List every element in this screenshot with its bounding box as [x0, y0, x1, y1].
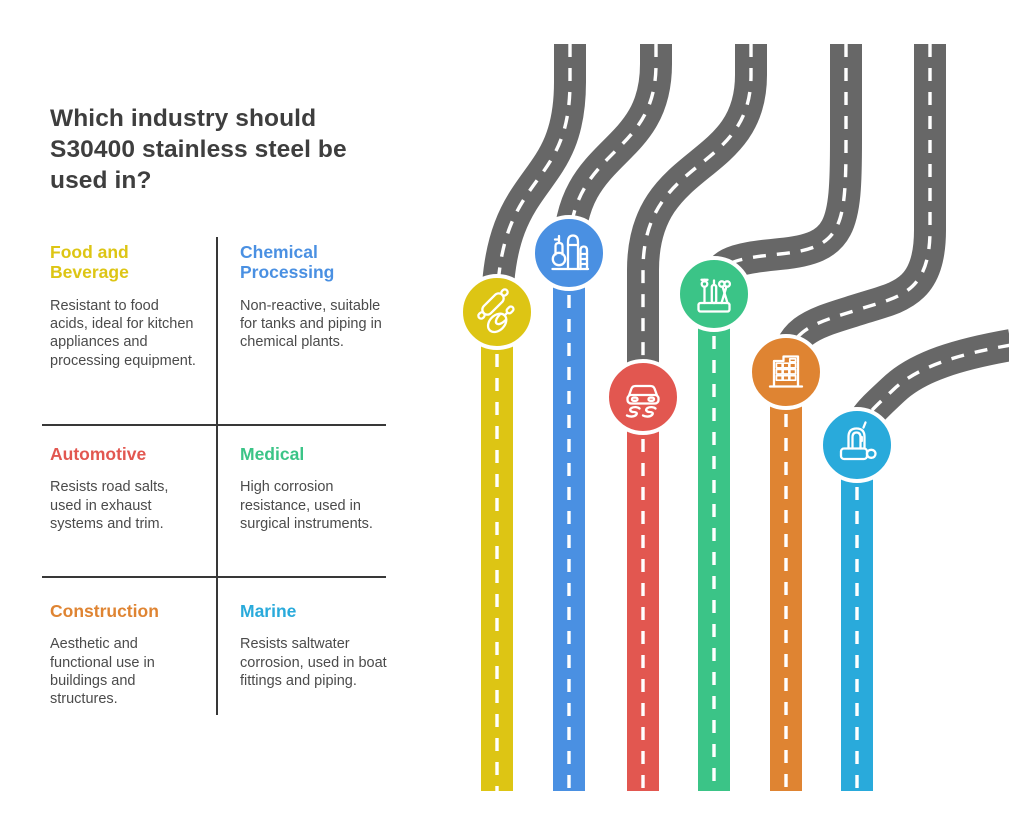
milestone-marine: [819, 407, 895, 483]
boat-bollard-icon: [839, 421, 877, 461]
gray-road-food-and-beverage: [481, 44, 586, 313]
milestone-construction: [748, 334, 824, 410]
industry-cell-chemical-processing: Chemical Processing Non-reactive, suitab…: [240, 242, 392, 352]
surgical-instruments-icon: [697, 278, 732, 313]
grid-horizontal-divider-2: [42, 576, 386, 578]
car-skid-icon: [625, 384, 660, 418]
milestone-automotive: [605, 359, 681, 435]
grid-vertical-divider: [216, 237, 218, 715]
industry-description: High corrosion resistance, used in surgi…: [240, 479, 373, 532]
milestone-food-and-beverage: [459, 274, 535, 350]
grid-horizontal-divider-1: [42, 424, 386, 426]
industry-heading: Medical: [240, 444, 305, 464]
industry-heading: Marine: [240, 601, 297, 621]
gray-road-automotive: [627, 44, 767, 397]
industry-heading: Automotive: [50, 444, 147, 464]
industry-cell-medical: Medical High corrosion resistance, used …: [240, 444, 392, 533]
office-building-icon: [768, 355, 804, 388]
industry-description: Resists road salts, used in exhaust syst…: [50, 479, 169, 532]
industry-description: Resistant to food acids, ideal for kitch…: [50, 297, 196, 369]
industry-cell-food-and-beverage: Food and Beverage Resistant to food acid…: [50, 242, 202, 370]
chemical-plant-icon: [551, 234, 590, 271]
rolling-pin-whisk-icon: [477, 288, 515, 334]
milestone-chemical-processing: [531, 215, 607, 291]
milestone-medical: [676, 256, 752, 332]
gray-road-medical: [698, 44, 862, 296]
gray-road-chemical-processing: [553, 44, 672, 254]
industry-heading: Chemical Processing: [240, 242, 335, 283]
industry-cell-marine: Marine Resists saltwater corrosion, used…: [240, 601, 392, 690]
industry-description: Non-reactive, suitable for tanks and pip…: [240, 297, 382, 351]
industry-cell-construction: Construction Aesthetic and functional us…: [50, 601, 202, 709]
industry-heading: Food and Beverage: [50, 242, 129, 283]
industry-description: Resists saltwater corrosion, used in boa…: [240, 636, 387, 689]
industry-description: Aesthetic and functional use in building…: [50, 636, 155, 708]
industry-cell-automotive: Automotive Resists road salts, used in e…: [50, 444, 202, 533]
industry-grid: Food and Beverage Resistant to food acid…: [42, 237, 387, 717]
page-title: Which industry should S30400 stainless s…: [50, 105, 347, 194]
industry-heading: Construction: [50, 601, 159, 621]
